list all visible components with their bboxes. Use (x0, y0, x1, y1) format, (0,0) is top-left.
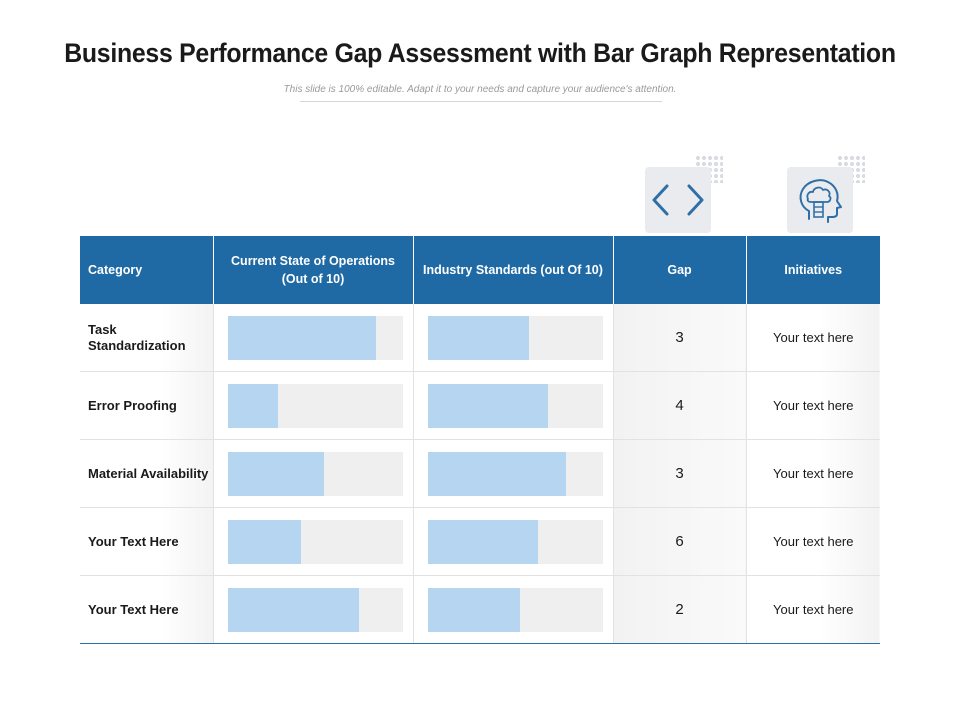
table-header-row: Category Current State of Operations (Ou… (80, 236, 880, 304)
current-state-cell (213, 371, 414, 440)
industry-standard-cell (413, 439, 614, 508)
brain-cloud-icon (787, 167, 853, 233)
column-header-gap: Gap (613, 236, 747, 304)
gap-assessment-table: Category Current State of Operations (Ou… (80, 236, 880, 644)
category-cell: Your Text Here (80, 575, 214, 644)
initiative-cell[interactable]: Your text here (746, 575, 880, 644)
column-header-category: Category (80, 236, 214, 304)
initiative-cell[interactable]: Your text here (746, 439, 880, 508)
category-cell: Error Proofing (80, 371, 214, 440)
category-cell: Your Text Here (80, 507, 214, 576)
gap-cell: 2 (613, 575, 747, 644)
industry-standard-bar-track (427, 451, 603, 496)
current-state-bar-track (227, 587, 403, 632)
category-cell: Material Availability (80, 439, 214, 508)
industry-standard-cell (413, 371, 614, 440)
table-row: Material Availability 3 Your text here (80, 439, 880, 508)
industry-standard-cell (413, 507, 614, 576)
industry-standard-bar (427, 383, 549, 428)
gap-cell: 3 (613, 439, 747, 508)
industry-standard-bar (427, 315, 529, 360)
table-row: Your Text Here 2 Your text here (80, 575, 880, 644)
initiative-cell[interactable]: Your text here (746, 507, 880, 576)
initiative-cell[interactable]: Your text here (746, 371, 880, 440)
column-header-initiatives: Initiatives (746, 236, 880, 304)
table-row: Your Text Here 6 Your text here (80, 507, 880, 576)
current-state-bar-track (227, 519, 403, 564)
industry-standard-bar-track (427, 315, 603, 360)
gap-cell: 6 (613, 507, 747, 576)
current-state-bar (227, 383, 279, 428)
current-state-cell (213, 439, 414, 508)
initiative-cell[interactable]: Your text here (746, 304, 880, 372)
industry-standard-bar (427, 519, 538, 564)
table-row: Error Proofing 4 Your text here (80, 371, 880, 440)
current-state-bar-track (227, 315, 403, 360)
industry-standard-cell (413, 304, 614, 372)
column-header-industry-standards: Industry Standards (out Of 10) (413, 236, 614, 304)
current-state-cell (213, 575, 414, 644)
table-row: Task Standardization 3 Your text here (80, 304, 880, 372)
current-state-cell (213, 507, 414, 576)
industry-standard-bar (427, 451, 566, 496)
page-title: Business Performance Gap Assessment with… (64, 38, 896, 68)
current-state-bar-track (227, 383, 403, 428)
gap-cell: 4 (613, 371, 747, 440)
category-cell: Task Standardization (80, 304, 214, 372)
page-subtitle: This slide is 100% editable. Adapt it to… (283, 84, 677, 95)
industry-standard-bar-track (427, 519, 603, 564)
current-state-bar-track (227, 451, 403, 496)
current-state-cell (213, 304, 414, 372)
industry-standard-bar (427, 587, 521, 632)
industry-standard-bar-track (427, 587, 603, 632)
industry-standard-bar-track (427, 383, 603, 428)
gap-cell: 3 (613, 304, 747, 372)
industry-standard-cell (413, 575, 614, 644)
subtitle-divider (300, 101, 662, 102)
current-state-bar (227, 519, 301, 564)
current-state-bar (227, 587, 359, 632)
current-state-bar (227, 451, 324, 496)
current-state-bar (227, 315, 377, 360)
column-header-current-state: Current State of Operations (Out of 10) (213, 236, 414, 304)
code-brackets-icon (645, 167, 711, 233)
